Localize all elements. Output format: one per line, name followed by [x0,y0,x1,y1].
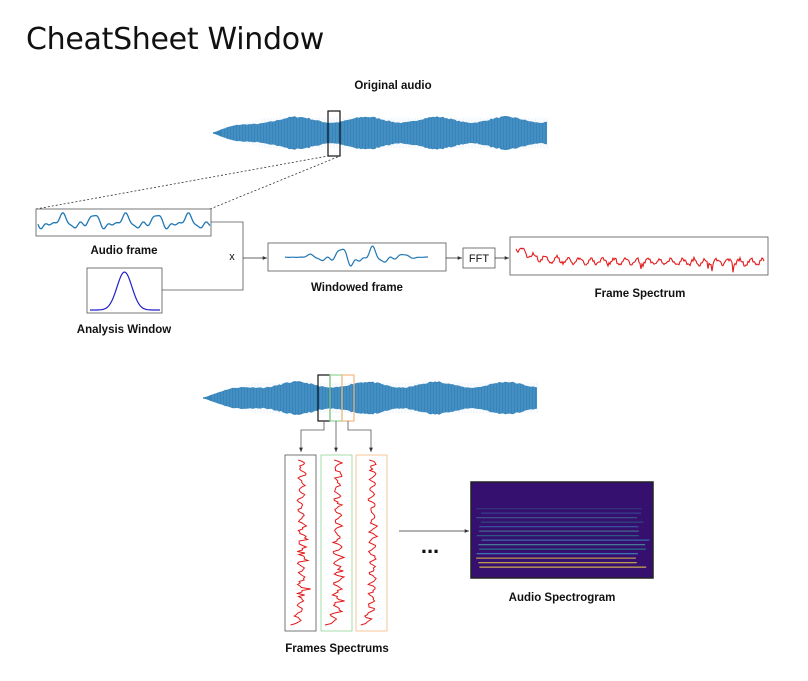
audio-frame-label: Audio frame [90,245,157,257]
page-title: CheatSheet Window [26,22,325,57]
frame-spectrum-box [509,236,769,276]
windowed-frame-label: Windowed frame [311,282,403,294]
ellipsis: ... [421,533,439,558]
frame-spectrum-column-2 [320,454,353,632]
original-audio-label: Original audio [354,80,431,92]
zoom-guide-right [209,155,341,210]
audio-spectrogram-label: Audio Spectrogram [509,592,616,604]
arrow-down-icon [347,421,373,452]
analysis-window-curve [90,271,160,311]
audio-waveform-2 [203,381,538,415]
frame-spectrum-column-1 [284,454,317,632]
audio-frame-waveform [37,212,211,230]
spectrogram-bands [476,508,650,568]
audio-spectrogram-image [470,481,654,579]
frames-spectrum-curves [290,459,379,626]
selected-frame-box [327,110,341,157]
frame-spectrum-label: Frame Spectrum [595,288,686,300]
original-audio-waveform [213,116,548,150]
fft-label: FFT [469,253,489,265]
frames-spectrums-label: Frames Spectrums [285,643,389,655]
zoom-guide-left [35,155,329,210]
frame-spectrum-column-3 [355,454,388,632]
analysis-window-box [86,267,163,314]
arrow-down-icon [299,421,325,452]
frame-spectrum-curve [515,247,765,273]
multiply-symbol: x [229,251,235,263]
analysis-window-label: Analysis Window [77,324,172,336]
windowed-frame-waveform [284,245,428,267]
multiply-connector [162,221,244,291]
